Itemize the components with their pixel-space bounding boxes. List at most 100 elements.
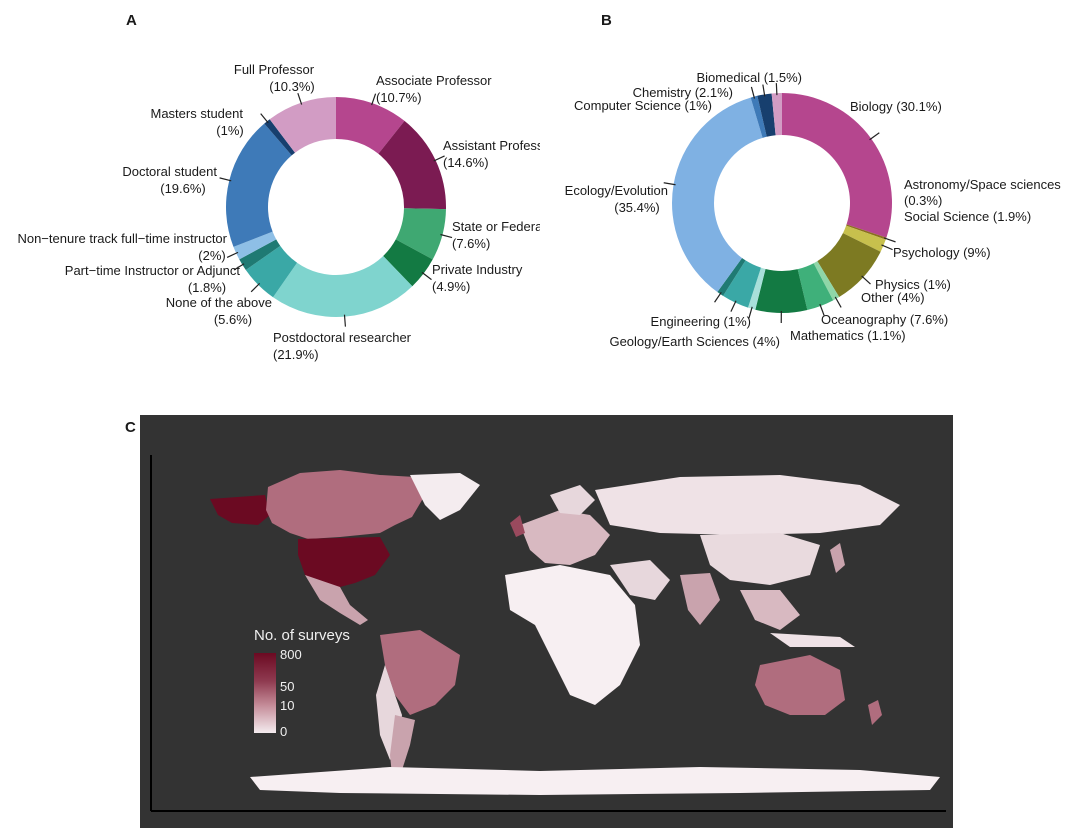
slice-assistant-professor: [378, 120, 446, 210]
slice-oceanography: [755, 268, 808, 313]
slice-postdoctoral-researcher: [273, 255, 413, 317]
label-full-professor: Full Professor: [234, 62, 315, 77]
leader-non-tenure-track-full-time-instructor: [226, 251, 239, 258]
label-private-industry: Private Industry: [432, 262, 523, 277]
leader-astronomy-space-sciences: [883, 237, 896, 243]
leader-state-or-federal-employee: [440, 233, 453, 239]
slice-ecology-evolution: [672, 97, 763, 292]
slice-other: [797, 263, 834, 311]
label-assistant-professor: Assistant Professor: [443, 138, 540, 153]
leader-assistant-professor: [433, 155, 445, 162]
leader-chemistry: [762, 84, 766, 97]
map-legend-tick: 10: [280, 698, 295, 713]
pct-associate-professor: (10.7%): [376, 90, 422, 105]
leader-physics: [834, 296, 842, 308]
pct-part-time-instructor-or-adjunct: (1.8%): [188, 280, 226, 295]
label-engineering: Engineering (1%): [651, 314, 751, 329]
map-legend-colorbar: [254, 653, 276, 733]
label-oceanography: Oceanography (7.6%): [821, 312, 948, 327]
country-russia: [595, 475, 900, 535]
country-scandinavia: [550, 485, 595, 515]
slice-part-time-instructor-or-adjunct: [239, 239, 281, 270]
pct-assistant-professor: (14.6%): [443, 155, 489, 170]
slice-private-industry: [383, 239, 433, 287]
pct-full-professor: (10.3%): [269, 79, 315, 94]
leader-associate-professor: [371, 93, 377, 106]
slice-psychology: [817, 233, 881, 297]
country-japan: [830, 543, 845, 573]
leader-postdoctoral-researcher: [343, 314, 347, 327]
label-associate-professor: Associate Professor: [376, 73, 492, 88]
leader-biomedical: [775, 83, 778, 96]
pct-private-industry: (4.9%): [432, 279, 470, 294]
leader-geology-earth-sciences: [730, 300, 737, 312]
label-postdoctoral-researcher: Postdoctoral researcher: [273, 330, 412, 345]
pct-ecology-evolution: (35.4%): [614, 200, 660, 215]
label-psychology: Psychology (9%): [893, 245, 991, 260]
leader-none-of-the-above: [250, 282, 261, 293]
panel-c-letter: C: [125, 419, 136, 436]
country-uk: [510, 515, 525, 537]
country-brazil: [380, 630, 460, 715]
country-antarctica: [250, 767, 940, 795]
slice-doctoral-student: [226, 123, 292, 247]
leader-engineering: [714, 291, 722, 303]
slice-non-tenure-track-full-time-instructor: [233, 231, 277, 260]
world-map-panel: No. of surveys 800 50 10 0: [140, 415, 953, 828]
leader-full-professor: [297, 93, 303, 105]
label-doctoral-student: Doctoral student: [122, 164, 217, 179]
leader-social-science: [881, 244, 893, 251]
label-biomedical: Biomedical (1.5%): [697, 70, 803, 85]
leader-psychology: [861, 275, 871, 285]
label-astronomy-space-sciences: Astronomy/Space sciences: [904, 177, 1061, 192]
pct-astronomy-space-sciences: (0.3%): [904, 193, 942, 208]
leader-doctoral-student: [219, 177, 232, 182]
country-indonesia: [770, 633, 855, 647]
slice-astronomy-space-sciences: [846, 224, 887, 240]
label-non-tenure-track-full-time-instructor: Non−tenure track full−time instructor: [17, 231, 227, 246]
slice-physics: [813, 261, 840, 301]
label-geology-earth-sciences: Geology/Earth Sciences (4%): [609, 334, 780, 349]
label-ecology-evolution: Ecology/Evolution: [565, 183, 668, 198]
country-argentina-chile: [390, 715, 415, 775]
label-none-of-the-above: None of the above: [166, 295, 272, 310]
leader-part-time-instructor-or-adjunct: [233, 263, 245, 271]
country-se-asia: [740, 590, 800, 630]
label-physics: Physics (1%): [875, 277, 951, 292]
leader-computer-science: [750, 86, 756, 99]
country-mexico: [305, 575, 368, 625]
country-africa: [505, 565, 640, 705]
pct-masters-student: (1%): [216, 123, 243, 138]
slice-associate-professor: [336, 97, 405, 154]
label-state-or-federal-employee: State or Federal Employee: [452, 219, 540, 234]
pct-state-or-federal-employee: (7.6%): [452, 236, 490, 251]
slice-geology-earth-sciences: [723, 260, 761, 308]
leader-private-industry: [421, 271, 432, 281]
slice-masters-student: [264, 119, 296, 156]
leader-other: [819, 303, 825, 316]
country-australia: [755, 655, 845, 715]
country-canada: [266, 470, 425, 539]
slice-biology: [782, 93, 892, 238]
country-middle-east: [610, 560, 670, 600]
label-computer-science: Computer Science (1%): [574, 98, 712, 113]
country-usa: [298, 537, 390, 587]
leader-ecology-evolution: [663, 182, 676, 186]
country-new-zealand: [868, 700, 882, 725]
donut-chart-b: Biology (30.1%)Astronomy/Space sciences(…: [565, 70, 1062, 349]
country-china: [700, 533, 820, 585]
label-biology: Biology (30.1%): [850, 99, 942, 114]
pct-non-tenure-track-full-time-instructor: (2%): [198, 248, 225, 263]
slice-social-science: [842, 225, 886, 252]
slice-chemistry: [757, 93, 776, 137]
map-legend-tick: 50: [280, 679, 295, 694]
panel-b-letter: B: [601, 12, 612, 29]
map-legend-tick: 800: [280, 647, 302, 662]
label-other: Other (4%): [861, 290, 925, 305]
leader-mathematics: [748, 306, 753, 319]
world-map: [150, 455, 946, 812]
country-india: [680, 573, 720, 625]
donut-chart-a: Associate Professor (10.7%) Assistant Prof…: [17, 62, 540, 362]
label-masters-student: Masters student: [151, 106, 244, 121]
label-mathematics: Mathematics (1.1%): [790, 328, 906, 343]
